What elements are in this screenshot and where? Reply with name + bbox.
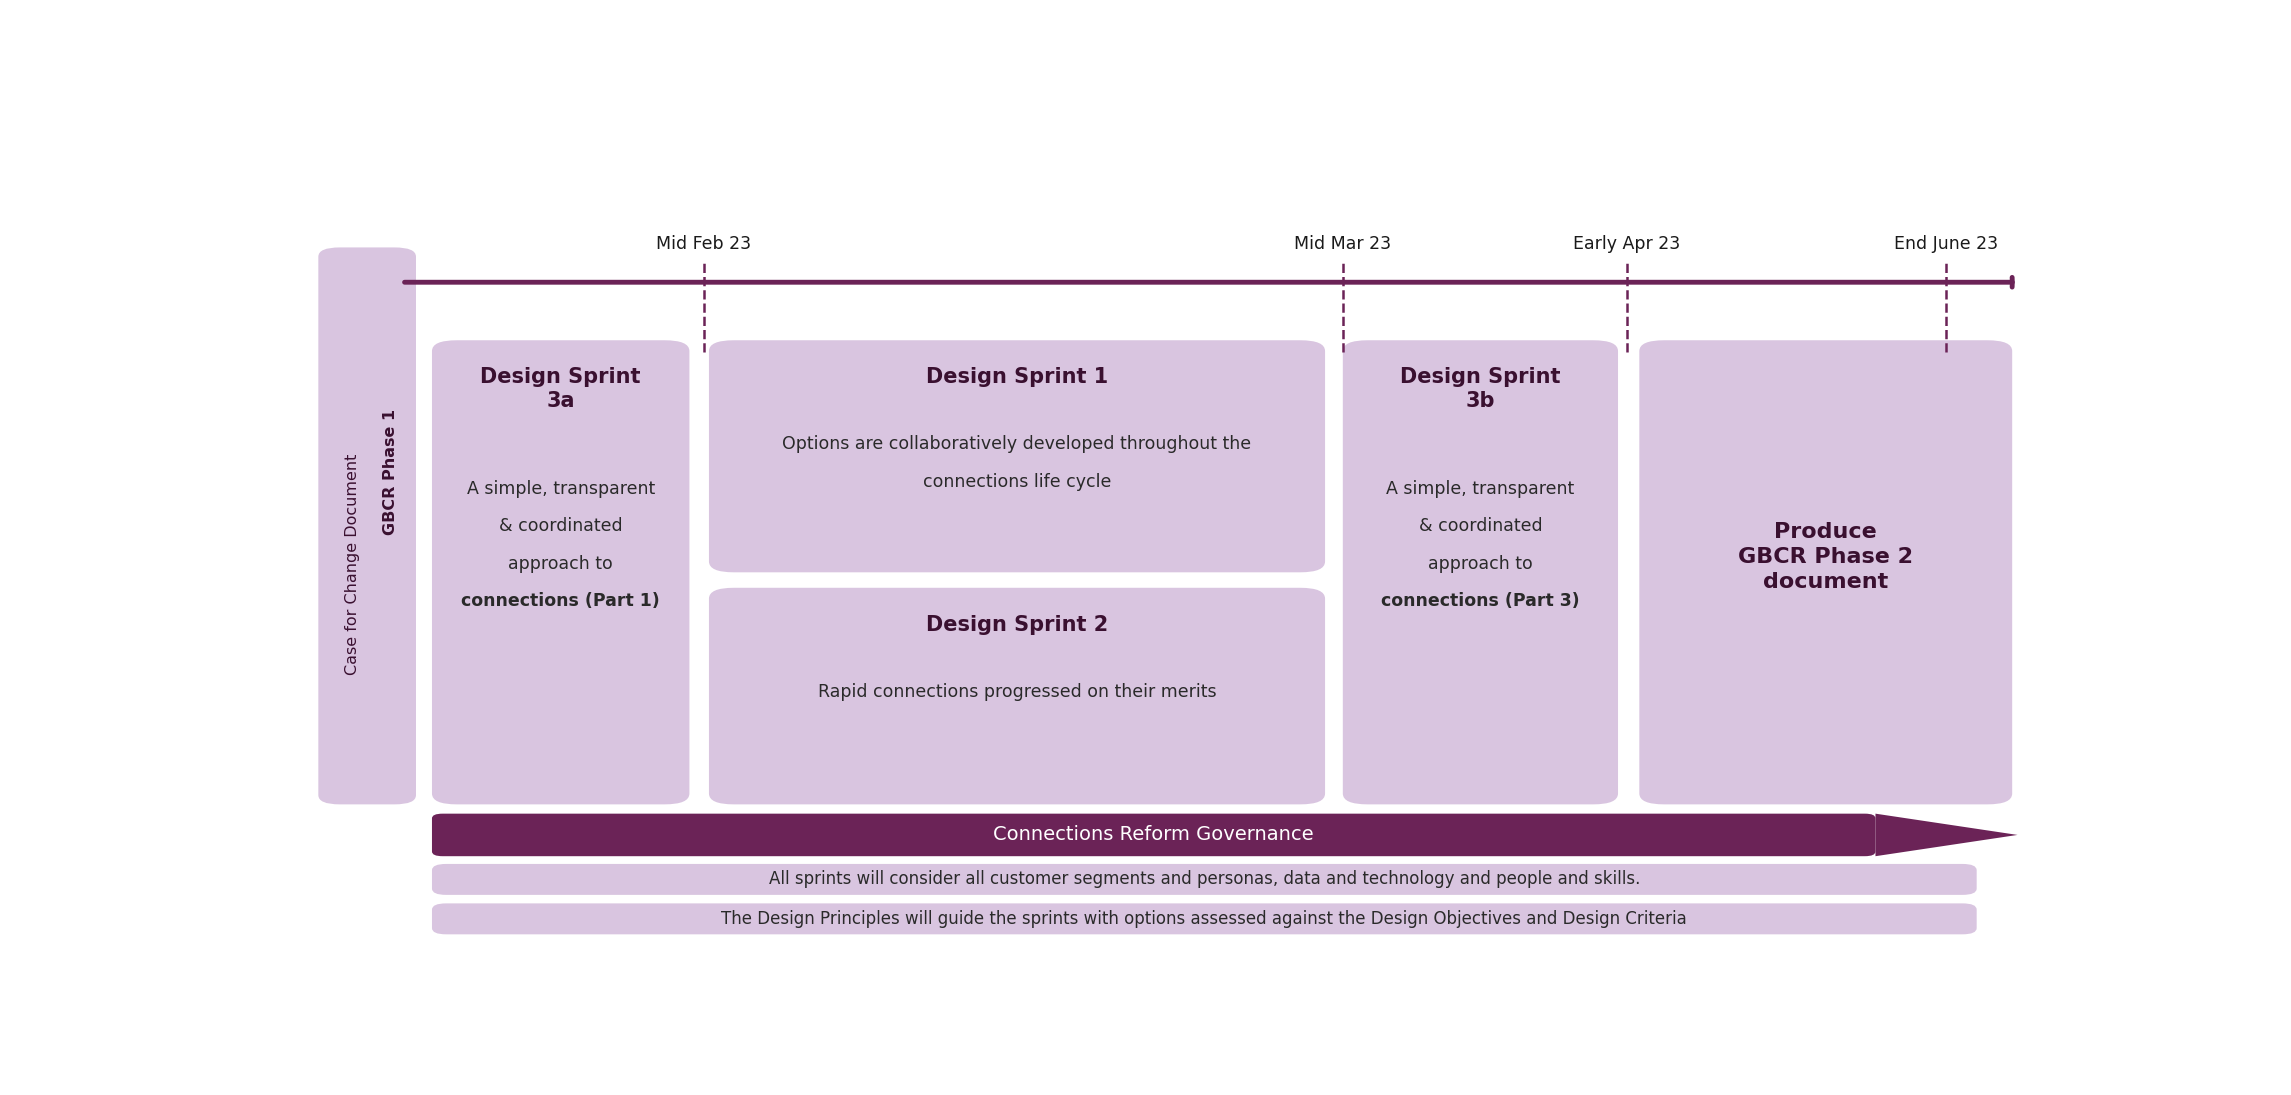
Text: All sprints will consider all customer segments and personas, data and technolog: All sprints will consider all customer s… — [770, 871, 1640, 888]
Text: A simple, transparent: A simple, transparent — [467, 481, 655, 498]
Text: Early Apr 23: Early Apr 23 — [1574, 234, 1682, 253]
FancyBboxPatch shape — [708, 341, 1324, 573]
FancyBboxPatch shape — [1343, 341, 1617, 805]
Text: Produce
GBCR Phase 2
document: Produce GBCR Phase 2 document — [1739, 522, 1913, 591]
Text: Design Sprint 2: Design Sprint 2 — [926, 615, 1109, 635]
Text: Connections Reform Governance: Connections Reform Governance — [994, 826, 1315, 844]
Text: Mid Mar 23: Mid Mar 23 — [1294, 234, 1391, 253]
FancyBboxPatch shape — [1640, 341, 2011, 805]
Text: End June 23: End June 23 — [1895, 234, 1998, 253]
Text: approach to: approach to — [509, 554, 614, 573]
Text: approach to: approach to — [1427, 554, 1533, 573]
FancyBboxPatch shape — [708, 588, 1324, 805]
FancyBboxPatch shape — [318, 247, 417, 805]
Text: Rapid connections progressed on their merits: Rapid connections progressed on their me… — [818, 683, 1217, 701]
Text: & coordinated: & coordinated — [1418, 518, 1542, 535]
Text: Case for Change Document: Case for Change Document — [346, 454, 360, 676]
Text: A simple, transparent: A simple, transparent — [1386, 481, 1574, 498]
Text: Mid Feb 23: Mid Feb 23 — [655, 234, 751, 253]
Text: Options are collaboratively developed throughout the: Options are collaboratively developed th… — [784, 436, 1251, 453]
Text: connections life cycle: connections life cycle — [923, 473, 1111, 491]
FancyBboxPatch shape — [433, 903, 1977, 934]
Text: Design Sprint
3b: Design Sprint 3b — [1400, 367, 1560, 412]
Text: Design Sprint 1: Design Sprint 1 — [926, 367, 1109, 388]
Text: & coordinated: & coordinated — [499, 518, 623, 535]
Text: GBCR Phase 1: GBCR Phase 1 — [383, 408, 399, 534]
Text: Design Sprint
3a: Design Sprint 3a — [481, 367, 641, 412]
Text: The Design Principles will guide the sprints with options assessed against the D: The Design Principles will guide the spr… — [722, 910, 1686, 927]
Text: connections (Part 3): connections (Part 3) — [1381, 591, 1581, 610]
FancyBboxPatch shape — [433, 814, 1876, 856]
FancyBboxPatch shape — [433, 341, 690, 805]
Polygon shape — [1876, 814, 2018, 856]
Text: connections (Part 1): connections (Part 1) — [460, 591, 660, 610]
FancyBboxPatch shape — [433, 864, 1977, 895]
